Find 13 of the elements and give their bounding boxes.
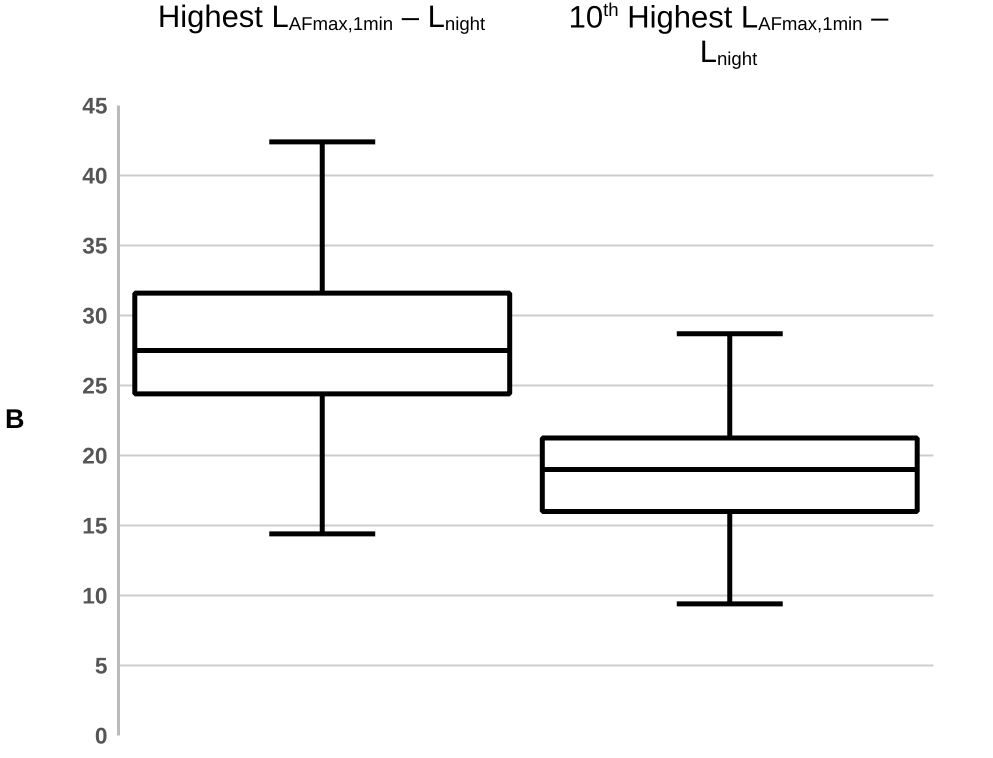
y-tick-label: 45 bbox=[82, 92, 108, 118]
y-tick-label: 5 bbox=[94, 652, 108, 678]
y-tick-label: 40 bbox=[82, 162, 108, 188]
y-tick-label: 10 bbox=[82, 582, 108, 608]
y-tick-label: 20 bbox=[82, 442, 108, 468]
category-label: 10$^{th}$ Highest L$_{AFmax,1min}$ – L$_{night}$ bbox=[568, 0, 888, 69]
x-tick-label: Highest L$_{AFmax,1min}$ – L$_{night}$ bbox=[156, 0, 486, 34]
y-tick-label: 15 bbox=[82, 512, 108, 538]
y-tick-label: 30 bbox=[82, 302, 108, 328]
y-tick-label: 0 bbox=[94, 722, 108, 748]
y-tick-label: 35 bbox=[82, 232, 108, 258]
text: B bbox=[5, 403, 24, 436]
y-tick-label: 25 bbox=[82, 372, 108, 398]
